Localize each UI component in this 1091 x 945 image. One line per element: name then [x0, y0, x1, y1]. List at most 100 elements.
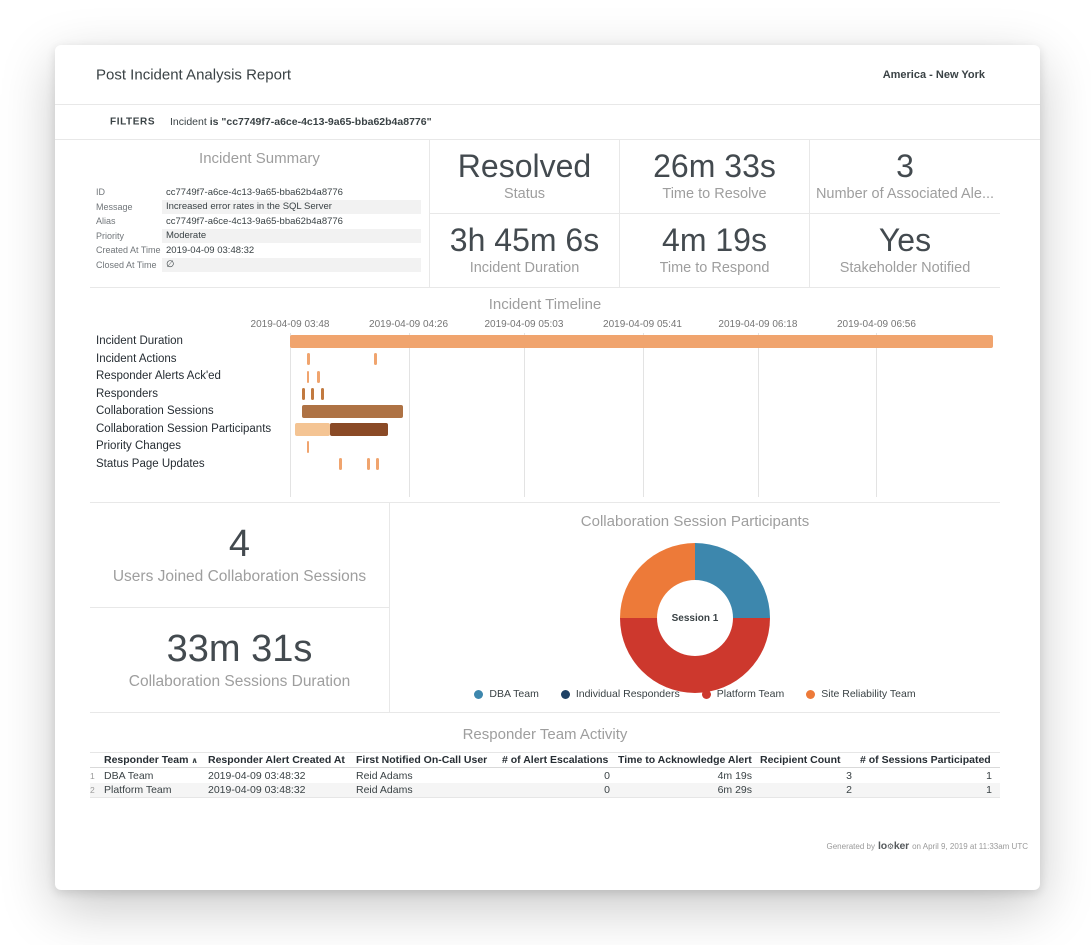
summary-row: Message Increased error rates in the SQL …	[96, 199, 421, 214]
timeline-tick-label: 2019-04-09 05:41	[603, 319, 682, 330]
collaboration-row: 4 Users Joined Collaboration Sessions 33m …	[90, 503, 1000, 713]
summary-row: Closed At Time ∅	[96, 257, 421, 272]
responder-table-section: Responder Team Activity Responder Team ∧ R…	[90, 713, 1000, 798]
summary-kpi-row: Incident Summary ID cc7749f7-a6ce-4c13-9a…	[90, 140, 1000, 288]
filter-condition[interactable]: Incident is "cc7749f7-a6ce-4c13-9a65-bba…	[170, 116, 432, 128]
table-cell: DBA Team	[104, 769, 154, 782]
legend-dot-icon	[806, 689, 816, 699]
summary-row: Alias cc7749f7-a6ce-4c13-9a65-bba62b4a877…	[96, 214, 421, 229]
timeline-plot	[290, 333, 995, 497]
kpi-value: 26m 33s	[653, 148, 776, 185]
timeline-bar	[311, 388, 314, 401]
kpi-label: Time to Resolve	[662, 186, 767, 203]
kpi-label: Incident Duration	[469, 260, 580, 277]
timeline-row-label: Collaboration Sessions	[96, 405, 214, 417]
legend-item[interactable]: Individual Responders	[560, 688, 680, 700]
column-header[interactable]: Responder Alert Created At	[208, 754, 345, 766]
table-cell: 1	[986, 784, 992, 796]
row-number: 2	[90, 785, 95, 795]
kpi-label: Status	[503, 186, 546, 203]
timeline-tick-label: 2019-04-09 04:26	[369, 319, 449, 330]
column-header[interactable]: First Notified On-Call User	[356, 754, 488, 766]
filters-label: FILTERS	[110, 116, 156, 128]
timeline-section: Incident Timeline 2019-04-09 03:48 2019-0…	[90, 288, 1000, 503]
legend-dot-icon	[560, 689, 570, 699]
timeline-bar	[376, 458, 379, 471]
timeline-gridline	[523, 333, 525, 497]
kpi-value: 3	[896, 148, 914, 185]
column-header[interactable]: Responder Team ∧	[104, 754, 198, 766]
gear-icon: ⚙	[886, 842, 894, 851]
filter-field: Incident	[170, 116, 207, 128]
kpi-label: Stakeholder Notified	[839, 260, 971, 277]
summary-value: ∅	[162, 257, 421, 272]
timeline-bar	[306, 440, 310, 453]
timeline-tick-label: 2019-04-09 03:48	[250, 319, 330, 330]
timeline-row-label: Incident Actions	[96, 352, 177, 365]
incident-summary-tile: Incident Summary ID cc7749f7-a6ce-4c13-9a…	[90, 140, 430, 287]
summary-row: ID cc7749f7-a6ce-4c13-9a65-bba62b4a8776	[96, 185, 421, 200]
single-value: 4	[228, 522, 251, 565]
timeline-gridline	[642, 333, 644, 497]
incident-summary-table: ID cc7749f7-a6ce-4c13-9a65-bba62b4a8776 Me…	[96, 185, 421, 272]
legend-item[interactable]: Site Reliability Team	[806, 688, 916, 700]
summary-value: 2019-04-09 03:48:32	[166, 244, 255, 256]
filter-value: is "cc7749f7-a6ce-4c13-9a65-bba62b4a8776…	[209, 116, 432, 128]
column-header[interactable]: Time to Acknowledge Alert	[618, 754, 752, 766]
summary-value: cc7749f7-a6ce-4c13-9a65-bba62b4a8776	[166, 186, 343, 198]
timeline-bar	[306, 370, 310, 383]
legend-item[interactable]: DBA Team	[474, 688, 539, 700]
single-value-tile: 33m 31s Collaboration Sessions Duration	[90, 608, 389, 712]
table-cell: 2019-04-09 03:48:32	[208, 784, 306, 796]
single-value-column: 4 Users Joined Collaboration Sessions 33m …	[90, 503, 390, 712]
timeline-gridline	[757, 333, 759, 497]
legend-label: DBA Team	[489, 688, 539, 700]
legend-dot-icon	[474, 689, 484, 699]
timeline-row-label: Incident Duration	[96, 335, 183, 347]
kpi-label: Number of Associated Ale...	[815, 186, 995, 203]
timeline-bar	[317, 370, 320, 383]
legend-item[interactable]: Platform Team	[701, 688, 784, 700]
column-header[interactable]: # of Sessions Participated	[860, 754, 991, 766]
kpi-grid: Resolved Status 26m 33s Time to Resolve 3 Num…	[430, 140, 1000, 287]
column-header[interactable]: # of Alert Escalations	[502, 754, 609, 766]
kpi-tile: 3 Number of Associated Ale...	[810, 140, 1000, 214]
column-header[interactable]: Recipient Count	[760, 754, 841, 766]
summary-key: Created At Time	[96, 245, 161, 256]
table-cell: 2	[846, 784, 852, 796]
summary-row: Created At Time 2019-04-09 03:48:32	[96, 243, 421, 258]
summary-row: Priority Moderate	[96, 228, 421, 243]
table-row: 2 Platform Team 2019-04-09 03:48:32 Reid Ad…	[90, 783, 1000, 798]
timezone-label: America - New York	[882, 68, 985, 81]
timeline-tick-label: 2019-04-09 06:56	[836, 319, 916, 330]
kpi-tile: Resolved Status	[430, 140, 620, 214]
donut-center-label: Session 1	[657, 580, 733, 656]
donut-title: Collaboration Session Participants	[580, 513, 810, 530]
looker-logo: lo⚙ker	[877, 840, 910, 852]
report-card: Post Incident Analysis Report America - …	[55, 45, 1040, 890]
donut-chart[interactable]: Session 1	[620, 543, 770, 693]
kpi-label: Time to Respond	[659, 260, 770, 277]
timeline-row-label: Collaboration Session Participants	[96, 422, 272, 435]
summary-key: Priority	[96, 230, 125, 241]
kpi-value: Yes	[878, 222, 932, 259]
filters-bar: FILTERS Incident is "cc7749f7-a6ce-4c13-…	[55, 105, 1040, 140]
kpi-tile: 4m 19s Time to Respond	[620, 213, 810, 287]
table-cell: 4m 19s	[717, 769, 752, 782]
table-cell: Platform Team	[104, 784, 172, 796]
kpi-value: Resolved	[457, 148, 592, 185]
timeline-tick-label: 2019-04-09 05:03	[484, 319, 564, 330]
single-value-label: Collaboration Sessions Duration	[128, 673, 351, 691]
timeline-row-label: Status Page Updates	[96, 457, 205, 470]
timeline-bar	[294, 422, 330, 436]
timeline-row-labels: Incident Duration Incident Actions Respond…	[96, 333, 290, 473]
responder-table-title: Responder Team Activity	[462, 726, 628, 743]
incident-summary-title: Incident Summary	[199, 150, 320, 167]
timeline-tick-label: 2019-04-09 06:18	[718, 319, 798, 330]
sort-asc-icon: ∧	[191, 756, 198, 765]
single-value: 33m 31s	[166, 627, 313, 670]
timeline-bar	[302, 388, 305, 401]
timeline-axis: 2019-04-09 03:48 2019-04-09 04:26 2019-04-…	[251, 319, 995, 331]
timeline-bar	[321, 388, 324, 401]
table-cell: 0	[604, 769, 610, 782]
